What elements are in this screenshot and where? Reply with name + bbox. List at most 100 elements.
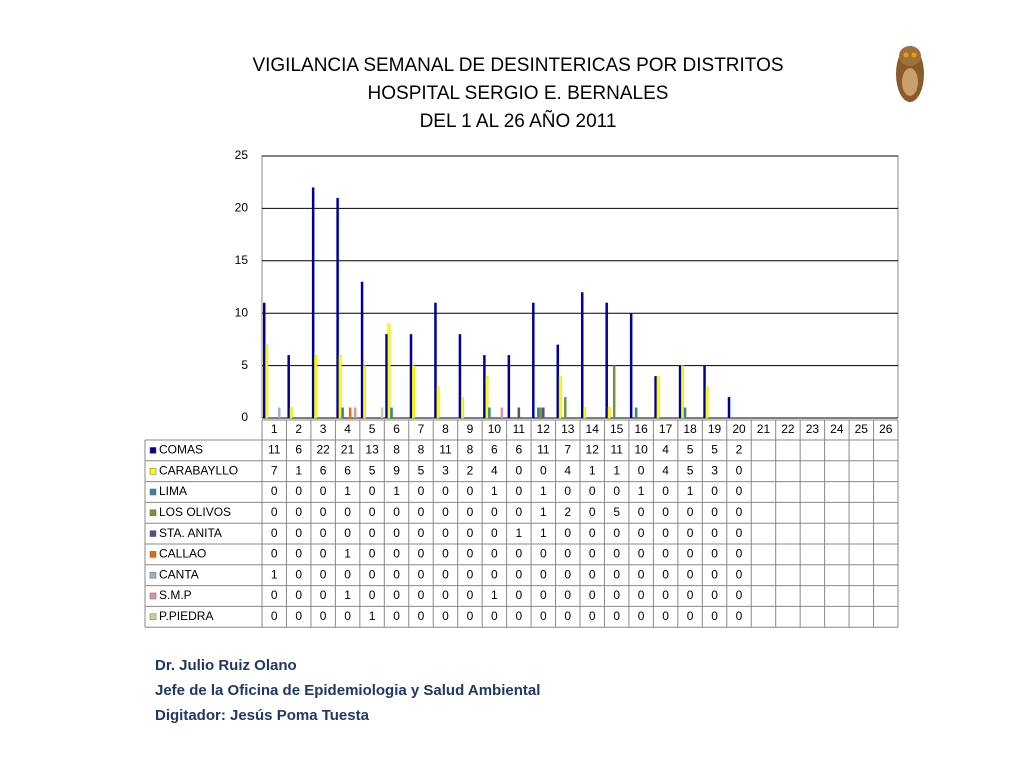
bar <box>287 355 290 418</box>
x-tick-label: 13 <box>561 422 575 436</box>
table-cell: 11 <box>610 443 623 457</box>
bar <box>537 407 540 418</box>
bar <box>683 407 687 418</box>
bar <box>458 334 462 418</box>
table-cell: 0 <box>369 526 376 540</box>
table-cell: 0 <box>687 609 694 623</box>
table-cell: 0 <box>540 567 547 581</box>
table-cell: 0 <box>467 609 474 623</box>
bar <box>705 386 709 419</box>
table-cell: 0 <box>393 526 400 540</box>
table-cell: 0 <box>589 484 596 498</box>
bar <box>485 375 489 419</box>
table-cell: 3 <box>442 463 449 477</box>
bar <box>703 365 706 418</box>
legend-key <box>149 467 157 475</box>
table-cell: 0 <box>736 505 743 519</box>
legend-label: LIMA <box>159 484 187 498</box>
table-cell: 0 <box>467 526 474 540</box>
table-cell: 1 <box>295 463 302 477</box>
bar <box>542 407 545 418</box>
table-cell: 0 <box>687 588 694 602</box>
table-cell: 0 <box>711 505 718 519</box>
table-cell: 0 <box>393 547 400 561</box>
bar <box>612 365 616 418</box>
table-cell: 0 <box>736 588 743 602</box>
table-cell: 0 <box>467 484 474 498</box>
x-tick-label: 2 <box>295 422 302 436</box>
table-cell: 0 <box>516 484 523 498</box>
table-cell: 6 <box>491 443 498 457</box>
table-cell: 0 <box>467 547 474 561</box>
table-cell: 0 <box>442 505 449 519</box>
table-cell: 0 <box>638 588 645 602</box>
table-cell: 0 <box>687 547 694 561</box>
bar <box>385 334 388 418</box>
table-cell: 13 <box>365 443 379 457</box>
bar <box>500 407 504 418</box>
bar <box>265 344 269 419</box>
legend-label: CARABAYLLO <box>159 463 238 477</box>
bar <box>390 407 393 418</box>
table-cell: 0 <box>711 609 718 623</box>
table-cell: 0 <box>491 567 498 581</box>
bar <box>517 407 521 418</box>
table-cell: 0 <box>320 567 327 581</box>
table-cell: 8 <box>393 443 400 457</box>
x-tick-label: 11 <box>513 422 526 436</box>
table-cell: 0 <box>516 588 523 602</box>
x-tick-label: 25 <box>855 422 869 436</box>
legend-key <box>149 509 157 517</box>
x-tick-label: 17 <box>659 422 673 436</box>
legend-label: CANTA <box>159 567 199 581</box>
table-cell: 1 <box>638 484 645 498</box>
table-cell: 0 <box>662 484 669 498</box>
table-cell: 0 <box>589 547 596 561</box>
bar <box>409 334 413 418</box>
table-cell: 12 <box>586 443 600 457</box>
legend-label: P.PIEDRA <box>159 609 213 623</box>
footer-text: Jefe de la Oficina de Epidemiologia y Sa… <box>155 682 540 699</box>
table-cell: 0 <box>467 588 474 602</box>
table-cell: 11 <box>268 443 281 457</box>
table-cell: 0 <box>638 463 645 477</box>
x-tick-label: 22 <box>781 422 795 436</box>
table-cell: 0 <box>491 547 498 561</box>
x-tick-label: 15 <box>610 422 624 436</box>
table-cell: 0 <box>393 567 400 581</box>
legend-key <box>149 530 157 537</box>
table-cell: 0 <box>295 588 302 602</box>
table-cell: 0 <box>344 505 351 519</box>
table-cell: 0 <box>418 588 425 602</box>
table-cell: 9 <box>393 463 400 477</box>
x-tick-label: 4 <box>344 422 351 436</box>
chart-title: HOSPITAL SERGIO E. BERNALES <box>368 83 669 104</box>
table-cell: 1 <box>540 505 547 519</box>
table-cell: 0 <box>564 484 571 498</box>
table-cell: 0 <box>638 609 645 623</box>
bar <box>580 292 584 418</box>
table-cell: 0 <box>418 484 425 498</box>
chart-title: DEL 1 AL 26 AÑO 2011 <box>420 110 617 132</box>
legend-key <box>149 447 157 454</box>
table-cell: 0 <box>516 505 523 519</box>
table-cell: 2 <box>467 463 474 477</box>
table-cell: 0 <box>491 609 498 623</box>
bar <box>353 407 357 418</box>
x-tick-label: 24 <box>830 422 844 436</box>
table-cell: 0 <box>295 609 302 623</box>
table-cell: 0 <box>320 505 327 519</box>
table-cell: 1 <box>344 484 351 498</box>
table-cell: 0 <box>295 567 302 581</box>
plot-area <box>261 155 899 419</box>
table-cell: 1 <box>516 526 523 540</box>
bar <box>727 397 731 418</box>
table-cell: 0 <box>638 505 645 519</box>
x-tick-label: 5 <box>369 422 376 436</box>
table-cell: 0 <box>613 588 620 602</box>
table-cell: 0 <box>638 526 645 540</box>
table-cell: 0 <box>736 484 743 498</box>
table-cell: 0 <box>295 505 302 519</box>
table-cell: 1 <box>589 463 596 477</box>
